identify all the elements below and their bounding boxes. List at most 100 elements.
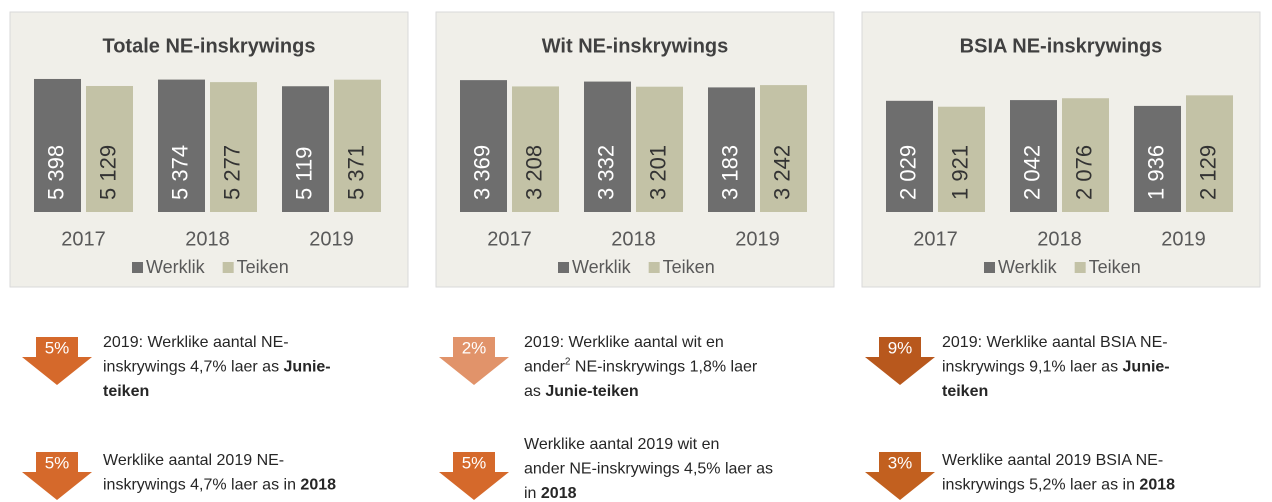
- value-label: 3 208: [521, 145, 546, 200]
- x-tick-label: 2018: [611, 228, 656, 250]
- statement-line: teiken: [103, 383, 149, 400]
- value-label: 5 371: [343, 145, 368, 200]
- value-label: 5 129: [95, 145, 120, 200]
- statement-line: 2019: Werklike aantal BSIA NE-: [942, 334, 1168, 351]
- bar: [1062, 98, 1109, 212]
- legend-label: Werklik: [572, 257, 632, 277]
- bar: [708, 87, 755, 212]
- legend-swatch: [222, 262, 234, 273]
- legend-label: Teiken: [237, 257, 289, 277]
- x-tick-label: 2019: [735, 228, 780, 250]
- arrow-badge: 2%: [462, 338, 487, 357]
- arrow-badge: 5%: [45, 453, 70, 472]
- legend-label: Werklik: [146, 257, 206, 277]
- down-arrow: [22, 337, 92, 385]
- bar: [210, 82, 257, 213]
- value-label: 1 936: [1143, 145, 1168, 200]
- chart-title: Totale NE-inskrywings: [102, 35, 315, 57]
- statement-line: inskrywings 4,7% laer as in 2018: [103, 477, 336, 494]
- down-arrow: [865, 452, 935, 500]
- arrow-badge: 3%: [888, 453, 913, 472]
- value-label: 2 076: [1071, 145, 1096, 200]
- statement-text: Werklike aantal 2019 wit en: [524, 436, 719, 453]
- statement-line: inskrywings 4,7% laer as Junie-: [103, 359, 331, 376]
- statement-line: inskrywings 9,1% laer as Junie-: [942, 359, 1170, 376]
- statement-line: Werklike aantal 2019 NE-: [103, 452, 284, 469]
- value-label: 3 369: [469, 145, 494, 200]
- value-label: 5 277: [219, 145, 244, 200]
- statement-line: ander2 NE-inskrywings 1,8% laer: [524, 357, 758, 376]
- statement-line: Werklike aantal 2019 BSIA NE-: [942, 452, 1163, 469]
- statement-text: Junie-: [1123, 359, 1170, 376]
- legend-swatch: [1074, 262, 1086, 273]
- bar: [760, 85, 807, 212]
- statement-text: Junie-: [284, 359, 331, 376]
- statement-text: teiken: [942, 383, 988, 400]
- statement-text: inskrywings 5,2% laer as in: [942, 477, 1139, 494]
- arrow-badge: 5%: [462, 453, 487, 472]
- statement-text: 2019: Werklike aantal NE-: [103, 334, 289, 351]
- statement-line: 2019: Werklike aantal wit en: [524, 334, 724, 351]
- legend-label: Teiken: [1089, 257, 1141, 277]
- x-tick-label: 2018: [1037, 228, 1082, 250]
- statement-line: inskrywings 5,2% laer as in 2018: [942, 477, 1175, 494]
- statement-text: 2018: [541, 485, 577, 502]
- legend-label: Teiken: [663, 257, 715, 277]
- bar: [282, 86, 329, 212]
- value-label: 3 183: [717, 145, 742, 200]
- statement-text: teiken: [103, 383, 149, 400]
- legend-swatch: [984, 262, 995, 273]
- legend-label: Werklik: [998, 257, 1058, 277]
- bar: [334, 79, 381, 212]
- statement-text: ander: [524, 359, 566, 376]
- statement-text: Junie-teiken: [545, 383, 638, 400]
- bar: [86, 85, 133, 212]
- statement-text: 2018: [1139, 477, 1175, 494]
- legend-swatch: [558, 262, 569, 273]
- down-arrow: [22, 452, 92, 500]
- x-tick-label: 2017: [913, 228, 958, 250]
- bar: [886, 100, 933, 212]
- down-arrow: [439, 337, 509, 385]
- bar: [158, 79, 205, 212]
- bar: [1010, 100, 1057, 212]
- statement-line: teiken: [942, 383, 988, 400]
- value-label: 1 921: [947, 145, 972, 200]
- statement-text: 2: [565, 357, 571, 368]
- statement-text: Werklike aantal 2019 NE-: [103, 452, 284, 469]
- legend-swatch: [132, 262, 143, 273]
- statement-text: ander NE-inskrywings 4,5% laer as: [524, 461, 773, 478]
- bar: [636, 86, 683, 212]
- bar: [1186, 95, 1233, 212]
- statement-line: 2019: Werklike aantal NE-: [103, 334, 289, 351]
- value-label: 5 398: [43, 145, 68, 200]
- value-label: 5 374: [167, 145, 192, 200]
- legend-swatch: [648, 262, 660, 273]
- value-label: 2 042: [1019, 145, 1044, 200]
- chart-title: Wit NE-inskrywings: [542, 35, 729, 57]
- statement-text: 2018: [300, 477, 336, 494]
- statement-text: in: [524, 485, 541, 502]
- statement-text: NE-inskrywings 1,8% laer: [570, 359, 757, 376]
- statement-line: Werklike aantal 2019 wit en: [524, 436, 719, 453]
- statement-line: as Junie-teiken: [524, 383, 639, 400]
- statement-text: Werklike aantal 2019 BSIA NE-: [942, 452, 1163, 469]
- statement-text: as: [524, 383, 545, 400]
- bar: [938, 106, 985, 212]
- statement-text: inskrywings 4,7% laer as in: [103, 477, 300, 494]
- x-tick-label: 2017: [61, 228, 106, 250]
- x-tick-label: 2019: [1161, 228, 1206, 250]
- bar: [460, 80, 507, 212]
- down-arrow: [439, 452, 509, 500]
- down-arrow: [865, 337, 935, 385]
- value-label: 2 029: [895, 145, 920, 200]
- x-tick-label: 2018: [185, 228, 230, 250]
- value-label: 3 332: [593, 145, 618, 200]
- statement-text: 2019: Werklike aantal BSIA NE-: [942, 334, 1168, 351]
- value-label: 3 201: [645, 145, 670, 200]
- statement-text: 2019: Werklike aantal wit en: [524, 334, 724, 351]
- x-tick-label: 2019: [309, 228, 354, 250]
- bar: [584, 81, 631, 213]
- statement-text: inskrywings 4,7% laer as: [103, 359, 284, 376]
